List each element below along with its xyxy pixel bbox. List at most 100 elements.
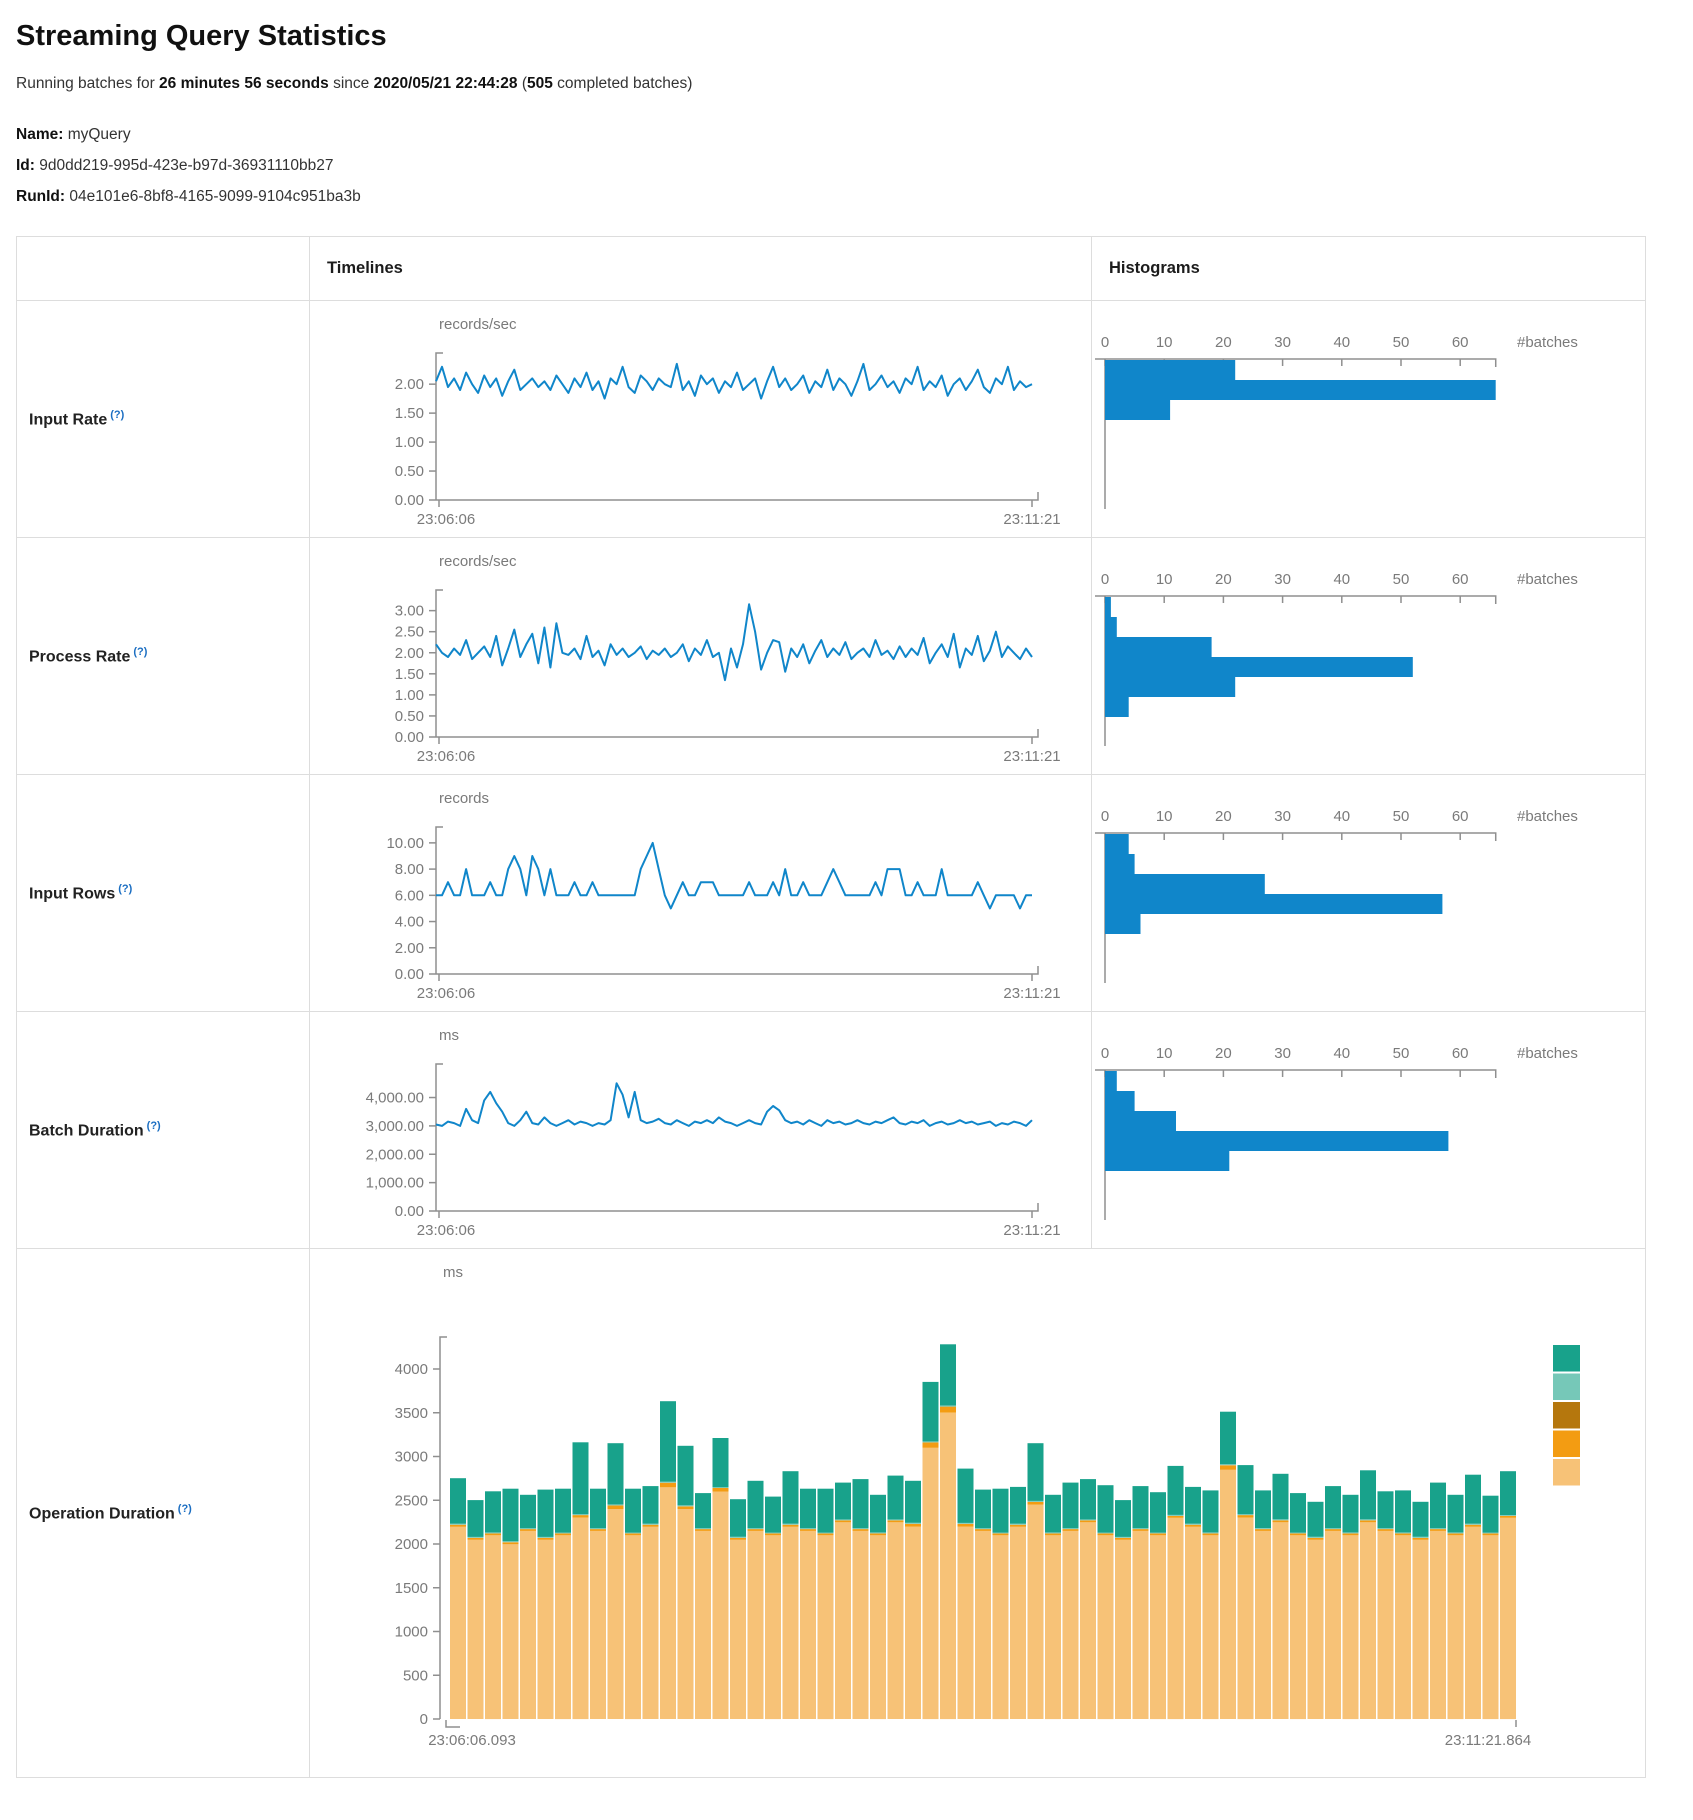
svg-text:40: 40	[1333, 571, 1350, 588]
empty-header-cell	[16, 236, 310, 301]
svg-text:records/sec: records/sec	[439, 553, 517, 570]
name-value: myQuery	[67, 126, 131, 143]
table-header-row: Timelines Histograms	[16, 236, 1646, 301]
svg-text:ms: ms	[439, 1027, 459, 1044]
svg-text:2500: 2500	[395, 1492, 428, 1509]
svg-text:23:06:06: 23:06:06	[417, 1222, 475, 1239]
input-rows-timeline-chart: records 10.00 8.00 6.00 4.00 2.00 0.00 23:06:06…	[386, 790, 1060, 1002]
process-rate-timeline-chart: records/sec 3.00 2.50 2.00 1.50 1.00 0.50 0.00 2…	[395, 553, 1061, 765]
timelines-column-header: Timelines	[309, 236, 1092, 301]
svg-text:0.50: 0.50	[395, 463, 424, 480]
query-metadata: Name: myQuery Id: 9d0dd219-995d-423e-b97…	[16, 119, 1677, 212]
svg-text:10: 10	[1156, 1045, 1173, 1062]
svg-text:#batches: #batches	[1517, 1045, 1578, 1062]
svg-text:10: 10	[1156, 334, 1173, 351]
name-label: Name:	[16, 126, 64, 143]
svg-text:3.00: 3.00	[395, 603, 424, 620]
query-runid-row: RunId: 04e101e6-8bf8-4165-9099-9104c951b…	[16, 181, 1677, 212]
svg-text:2.00: 2.00	[395, 645, 424, 662]
svg-text:#batches: #batches	[1517, 334, 1578, 351]
summary-text: Running batches for	[16, 75, 160, 92]
svg-text:0.00: 0.00	[395, 729, 424, 746]
svg-text:1.00: 1.00	[395, 687, 424, 704]
svg-text:23:06:06: 23:06:06	[417, 511, 475, 528]
svg-text:3,000.00: 3,000.00	[366, 1118, 424, 1135]
svg-text:50: 50	[1393, 808, 1410, 825]
operation-duration-help-icon[interactable]: (?)	[177, 1502, 192, 1515]
svg-text:23:06:06: 23:06:06	[417, 748, 475, 765]
row-label-input-rate: Input Rate (?)	[16, 300, 310, 538]
start-timestamp: 2020/05/21 22:44:28	[373, 75, 518, 92]
svg-text:23:11:21: 23:11:21	[1003, 1222, 1060, 1239]
svg-text:#batches: #batches	[1517, 808, 1578, 825]
svg-text:4000: 4000	[395, 1361, 428, 1378]
row-label-batch-duration: Batch Duration (?)	[16, 1011, 310, 1249]
legend-swatch-0	[1553, 1345, 1580, 1372]
svg-text:40: 40	[1333, 1045, 1350, 1062]
batch-duration-help-icon[interactable]: (?)	[146, 1119, 161, 1132]
svg-text:50: 50	[1393, 571, 1410, 588]
input-rate-timeline-chart: records/sec 2.00 1.50 1.00 0.50 0.00 23:06:06 2…	[395, 316, 1061, 528]
svg-text:60: 60	[1452, 808, 1469, 825]
batch-duration-histogram-chart: 0 10 20 30 40 50 60 #batches	[1095, 1045, 1578, 1220]
legend-swatch-2	[1553, 1402, 1580, 1429]
row-label-operation-duration: Operation Duration (?)	[16, 1248, 310, 1778]
svg-text:23:11:21: 23:11:21	[1003, 985, 1060, 1002]
statistics-table: Timelines Histograms Input Rate (?) recor…	[16, 236, 1646, 1778]
query-name-row: Name: myQuery	[16, 119, 1677, 150]
legend-swatch-1	[1553, 1373, 1580, 1400]
row-label-input-rows: Input Rows (?)	[16, 774, 310, 1012]
svg-text:23:06:06: 23:06:06	[417, 985, 475, 1002]
svg-text:30: 30	[1274, 334, 1291, 351]
running-batches-summary: Running batches for 26 minutes 56 second…	[16, 75, 693, 92]
svg-text:50: 50	[1393, 1045, 1410, 1062]
svg-text:2.00: 2.00	[395, 940, 424, 957]
process-rate-help-icon[interactable]: (?)	[133, 645, 148, 658]
input-rows-histogram-chart: 0 10 20 30 40 50 60 #batches	[1095, 808, 1578, 983]
svg-text:0: 0	[1101, 334, 1109, 351]
svg-text:2,000.00: 2,000.00	[366, 1146, 424, 1163]
svg-text:records/sec: records/sec	[439, 316, 517, 333]
runid-value: 04e101e6-8bf8-4165-9099-9104c951ba3b	[69, 188, 361, 205]
process-rate-row: Process Rate (?) records/sec 3.00 2.50 2.00 1…	[16, 537, 1646, 775]
input-rate-help-icon[interactable]: (?)	[110, 408, 125, 421]
svg-text:10.00: 10.00	[386, 835, 424, 852]
operation-duration-row: Operation Duration (?) ms 4000 3500 3000 2500…	[16, 1248, 1646, 1778]
svg-text:23:11:21: 23:11:21	[1003, 748, 1060, 765]
svg-text:1.00: 1.00	[395, 434, 424, 451]
svg-text:4.00: 4.00	[395, 914, 424, 931]
row-label-process-rate: Process Rate (?)	[16, 537, 310, 775]
histograms-column-header: Histograms	[1091, 236, 1646, 301]
svg-text:1500: 1500	[395, 1580, 428, 1597]
svg-text:23:06:06.093: 23:06:06.093	[428, 1732, 516, 1749]
process-rate-histogram-chart: 0 10 20 30 40 50 60 #batches	[1095, 571, 1578, 746]
completed-batches-count: 505	[526, 75, 553, 92]
svg-text:30: 30	[1274, 808, 1291, 825]
svg-text:0: 0	[1101, 1045, 1109, 1062]
input-rate-histogram-chart: 0 10 20 30 40 50 60 #batches	[1095, 334, 1578, 509]
svg-text:records: records	[439, 790, 489, 807]
svg-text:1000: 1000	[395, 1624, 428, 1641]
svg-text:2.50: 2.50	[395, 624, 424, 641]
svg-text:0: 0	[420, 1711, 428, 1728]
svg-text:3500: 3500	[395, 1405, 428, 1422]
svg-text:0.00: 0.00	[395, 492, 424, 509]
svg-text:1.50: 1.50	[395, 666, 424, 683]
page-title: Streaming Query Statistics	[16, 20, 387, 52]
input-rows-help-icon[interactable]: (?)	[118, 882, 133, 895]
svg-text:30: 30	[1274, 1045, 1291, 1062]
svg-text:500: 500	[403, 1667, 428, 1684]
svg-text:23:11:21.864: 23:11:21.864	[1445, 1732, 1531, 1749]
svg-text:20: 20	[1215, 334, 1232, 351]
svg-text:1.50: 1.50	[395, 405, 424, 422]
svg-text:20: 20	[1215, 571, 1232, 588]
svg-text:50: 50	[1393, 334, 1410, 351]
svg-text:20: 20	[1215, 808, 1232, 825]
svg-text:6.00: 6.00	[395, 887, 424, 904]
svg-text:1,000.00: 1,000.00	[366, 1175, 424, 1192]
svg-text:10: 10	[1156, 808, 1173, 825]
id-value: 9d0dd219-995d-423e-b97d-36931110bb27	[39, 157, 334, 174]
svg-text:3000: 3000	[395, 1449, 428, 1466]
svg-text:0: 0	[1101, 808, 1109, 825]
svg-text:2000: 2000	[395, 1536, 428, 1553]
